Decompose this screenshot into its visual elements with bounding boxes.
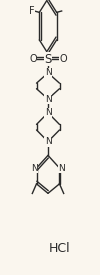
Text: N: N (45, 95, 51, 103)
Text: N: N (45, 108, 51, 117)
Text: O: O (29, 54, 37, 64)
Text: O: O (59, 54, 67, 64)
Text: F: F (29, 6, 35, 16)
Text: N: N (58, 164, 65, 172)
Text: N: N (45, 137, 51, 146)
Text: HCl: HCl (49, 242, 71, 255)
Text: N: N (31, 164, 38, 172)
Text: N: N (45, 68, 51, 77)
Text: S: S (44, 53, 52, 66)
